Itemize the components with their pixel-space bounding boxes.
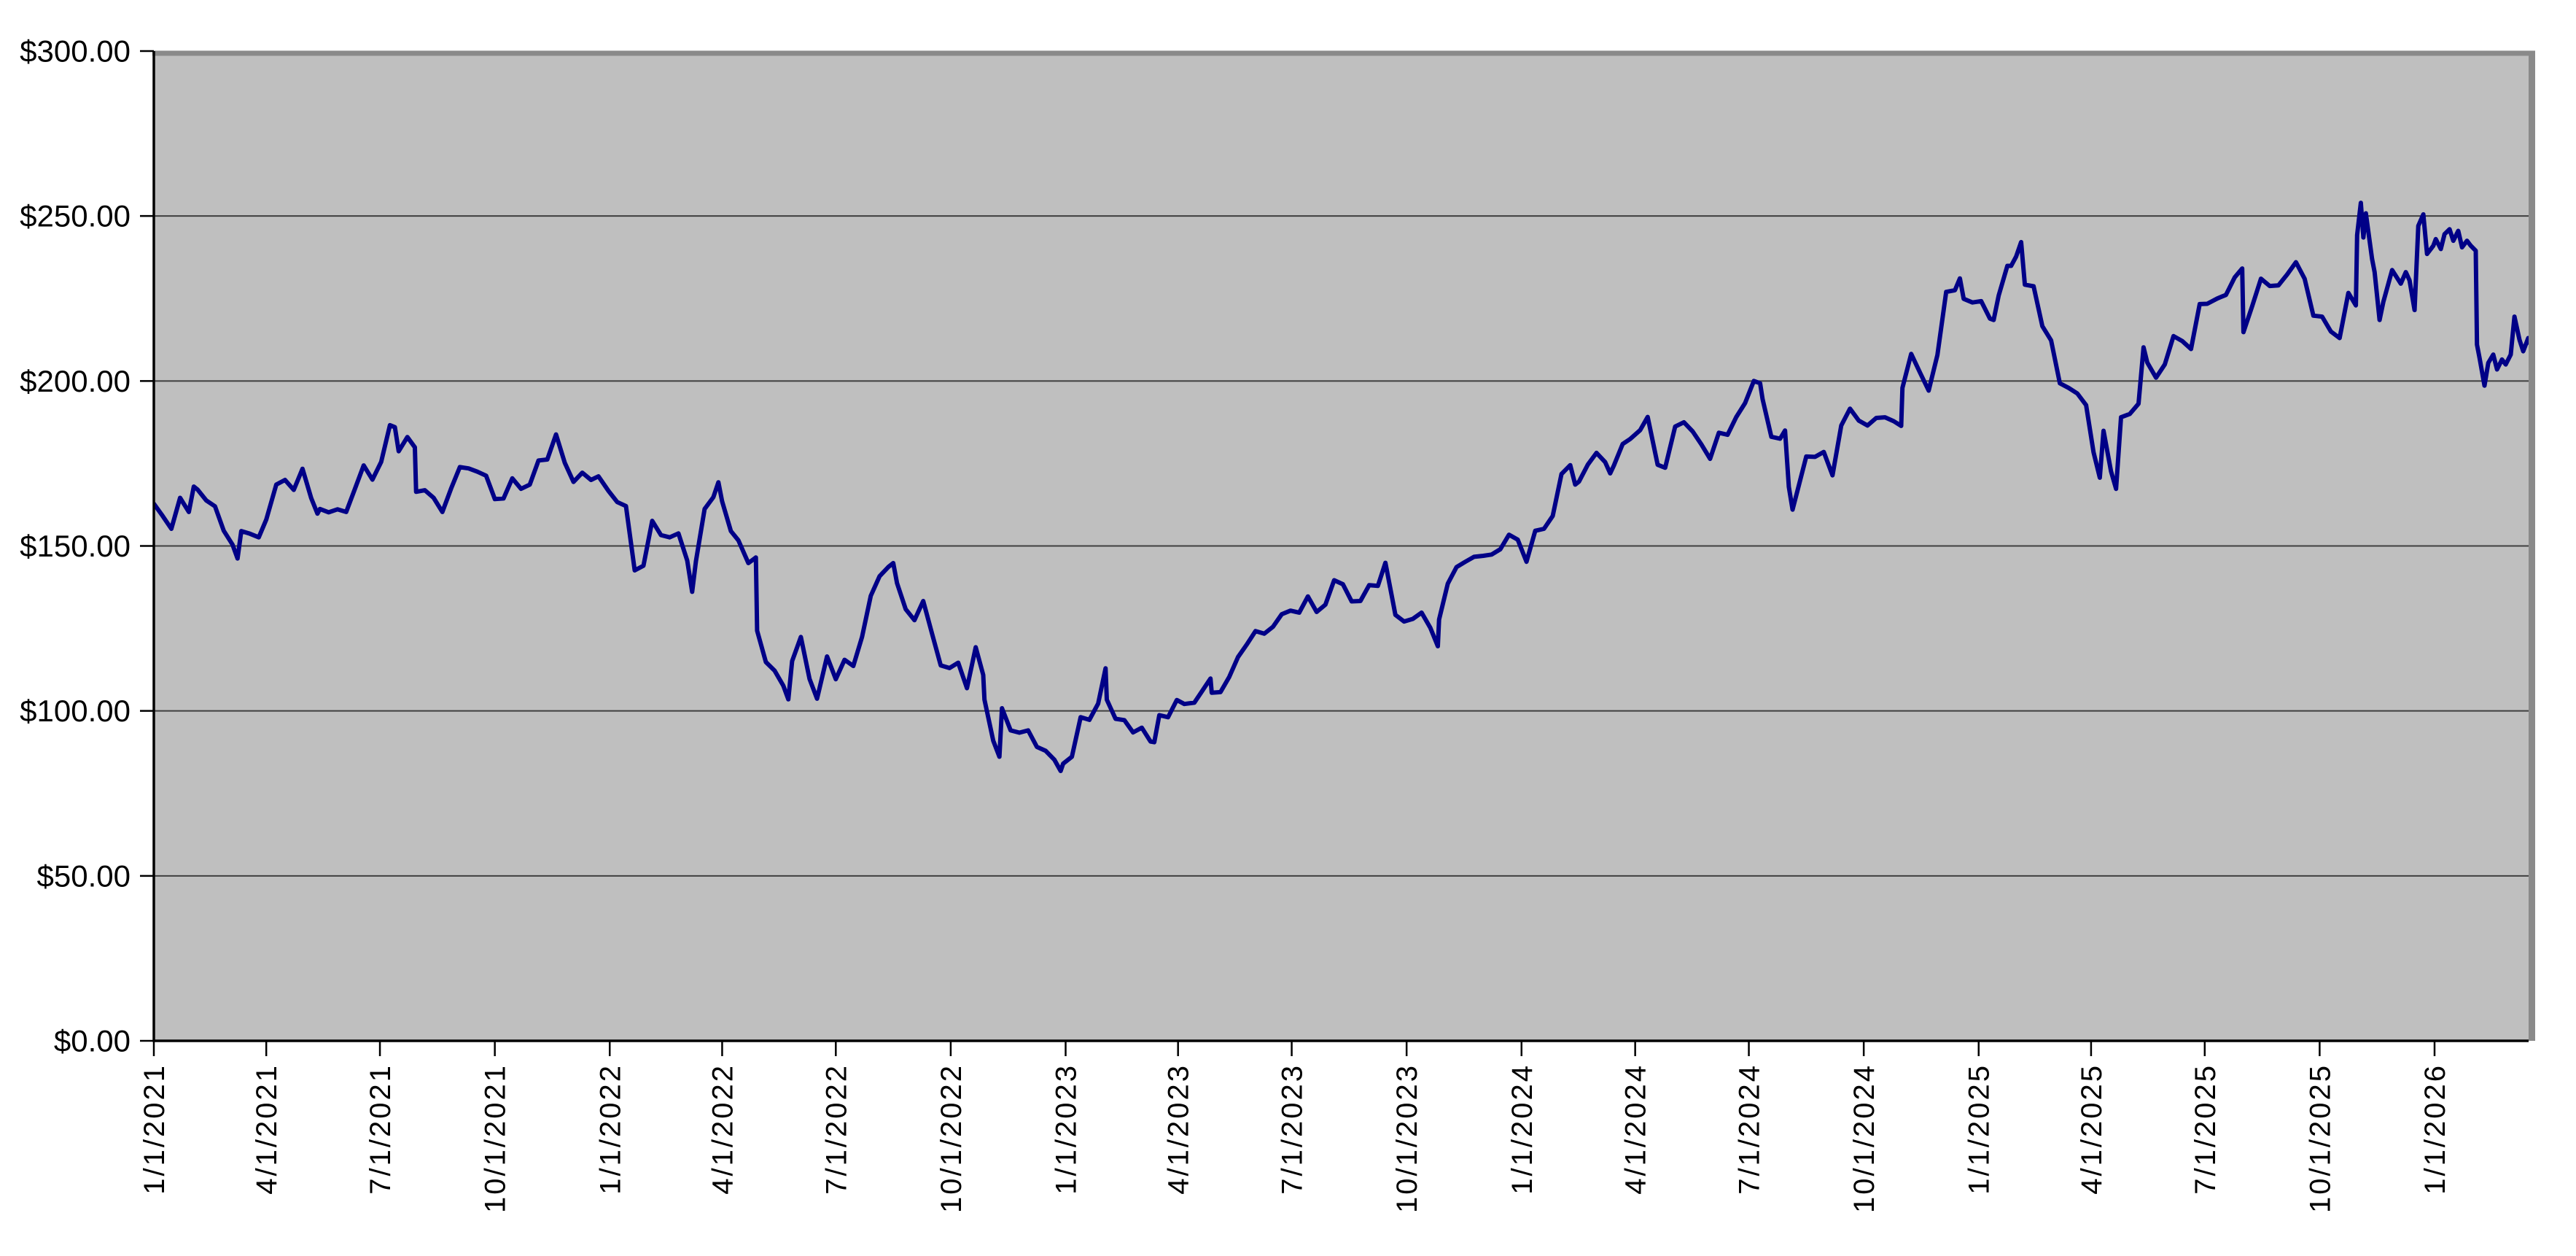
x-axis-label: 4/1/2021 — [251, 1063, 283, 1195]
x-axis-label: 10/1/2025 — [2304, 1063, 2336, 1213]
gridlines — [154, 215, 2529, 877]
price-series-line — [154, 201, 2529, 773]
x-axis-label: 10/1/2022 — [935, 1063, 968, 1213]
x-axis-label: 4/1/2022 — [707, 1063, 739, 1195]
x-axis-label: 7/1/2022 — [820, 1063, 852, 1195]
x-axis-label: 7/1/2021 — [365, 1063, 397, 1195]
tick-marks — [140, 50, 2436, 1056]
x-axis-label: 10/1/2024 — [1848, 1063, 1880, 1213]
x-axis-label: 10/1/2021 — [480, 1063, 512, 1213]
x-axis-label: 7/1/2023 — [1277, 1063, 1309, 1195]
x-axis-label: 1/1/2022 — [594, 1063, 626, 1195]
y-axis-label: $50.00 — [37, 858, 131, 893]
y-axis-label: $100.00 — [20, 694, 131, 728]
y-axis-label: $150.00 — [20, 529, 131, 563]
x-axis-labels: 1/1/2021 4/1/2021 7/1/2021 10/1/2021 1/1/202… — [139, 1063, 2451, 1213]
y-axis-label: $200.00 — [20, 364, 131, 398]
x-axis-label: 1/1/2026 — [2419, 1063, 2451, 1195]
x-axis-label: 4/1/2024 — [1620, 1063, 1652, 1195]
x-axis-label: 1/1/2025 — [1964, 1063, 1996, 1195]
y-axis-label: $0.00 — [54, 1024, 131, 1058]
x-axis-label: 1/1/2023 — [1051, 1063, 1083, 1195]
x-axis-label: 1/1/2024 — [1506, 1063, 1538, 1195]
x-axis-label: 4/1/2023 — [1163, 1063, 1195, 1195]
x-axis-label: 4/1/2025 — [2076, 1063, 2108, 1195]
plot-area-border — [152, 50, 2535, 1041]
x-axis-label: 7/1/2025 — [2190, 1063, 2222, 1195]
price-series — [154, 201, 2529, 773]
y-axis-labels: $300.00 $250.00 $200.00 $150.00 $100.00 $50.0… — [20, 34, 131, 1058]
x-axis-label: 1/1/2021 — [139, 1063, 171, 1195]
x-axis-label: 10/1/2023 — [1391, 1063, 1423, 1213]
y-axis-label: $250.00 — [20, 199, 131, 233]
x-axis-label: 7/1/2024 — [1734, 1063, 1766, 1195]
y-axis-label: $300.00 — [20, 34, 131, 69]
